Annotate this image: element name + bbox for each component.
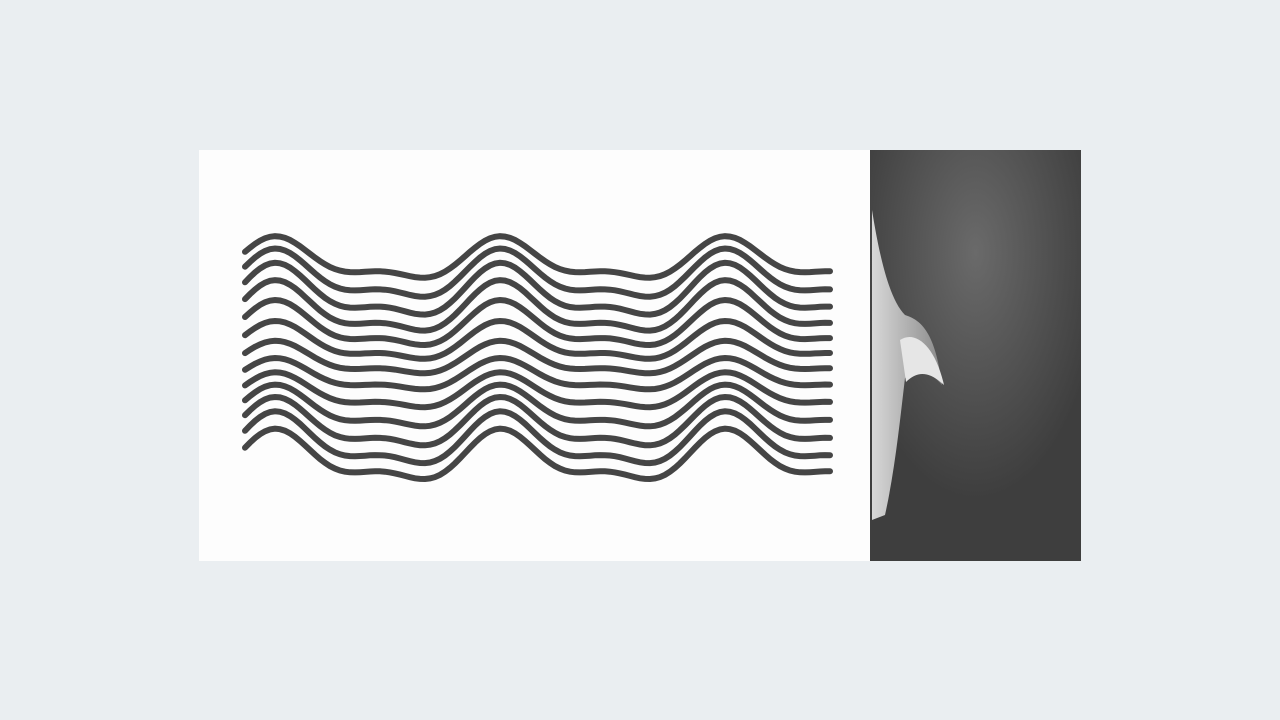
wave-line xyxy=(242,233,833,281)
wave-line xyxy=(242,393,833,449)
wave-line xyxy=(242,369,833,411)
wave-line xyxy=(242,381,833,430)
wave-line xyxy=(242,296,833,349)
wave-lines xyxy=(242,233,833,483)
wave-line xyxy=(242,259,833,318)
wave-line xyxy=(242,408,833,467)
wave-line xyxy=(242,337,833,377)
wave-line xyxy=(242,277,833,334)
hair xyxy=(900,337,944,385)
wave-line xyxy=(242,245,833,300)
wave-line xyxy=(242,425,833,483)
wave-line xyxy=(242,354,833,393)
wave-line xyxy=(242,317,833,362)
